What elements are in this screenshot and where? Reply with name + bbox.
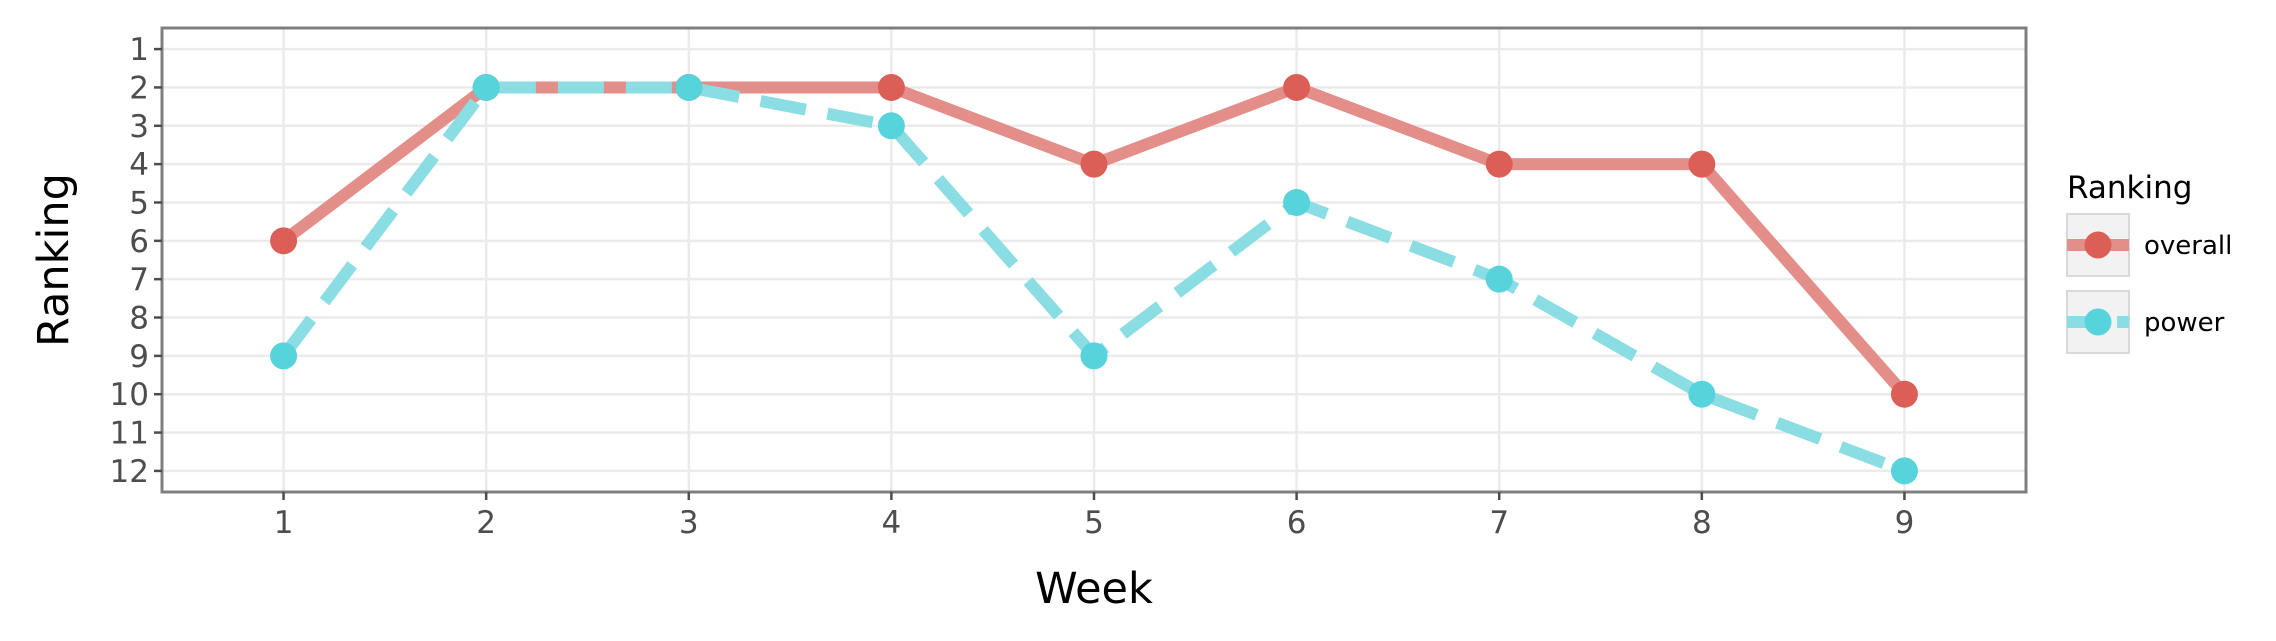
legend-items: overall power	[2066, 213, 2232, 354]
data-point-power	[1080, 342, 1108, 370]
legend-label: overall	[2144, 231, 2232, 261]
y-tick-label: 5	[129, 185, 149, 221]
data-point-power	[472, 73, 500, 101]
legend-key-point	[2084, 231, 2112, 259]
x-axis-title: Week	[1035, 564, 1153, 614]
y-tick-label: 3	[129, 109, 149, 145]
y-tick-label: 10	[110, 377, 149, 413]
data-point-overall	[877, 73, 905, 101]
y-tick-label: 6	[129, 224, 149, 260]
x-tick-label: 4	[882, 505, 902, 541]
x-tick-label: 7	[1489, 505, 1509, 541]
x-tick-label: 8	[1692, 505, 1712, 541]
y-tick-label: 8	[129, 301, 149, 337]
data-point-overall	[1283, 73, 1311, 101]
data-point-power	[270, 342, 298, 370]
data-point-overall	[1485, 150, 1513, 178]
series-points-power	[270, 73, 1918, 485]
x-tick-label: 5	[1084, 505, 1104, 541]
data-point-overall	[1688, 150, 1716, 178]
data-point-overall	[1080, 150, 1108, 178]
y-tick-label: 4	[129, 147, 149, 183]
x-tick-label: 1	[274, 505, 294, 541]
legend: Ranking overall power	[2066, 170, 2232, 354]
x-tick-label: 2	[476, 505, 496, 541]
x-tick-label: 9	[1895, 505, 1915, 541]
data-point-power	[1283, 188, 1311, 216]
y-tick-label: 1	[129, 32, 149, 68]
legend-key-point	[2084, 308, 2112, 336]
grid	[162, 28, 2026, 492]
data-point-overall	[270, 227, 298, 255]
y-tick-label: 2	[129, 70, 149, 106]
data-point-power	[1890, 457, 1918, 485]
data-point-power	[675, 73, 703, 101]
data-point-power	[1688, 380, 1716, 408]
data-point-overall	[1890, 380, 1918, 408]
x-tick-label: 3	[679, 505, 699, 541]
y-tick-label: 12	[110, 454, 149, 490]
y-tick-label: 11	[110, 416, 149, 452]
y-axis-title: Ranking	[29, 173, 79, 347]
data-point-power	[877, 112, 905, 140]
x-tick-label: 6	[1287, 505, 1307, 541]
legend-item-overall: overall	[2066, 213, 2232, 277]
legend-title: Ranking	[2067, 170, 2192, 206]
y-tick-label: 7	[129, 262, 149, 298]
data-point-power	[1485, 265, 1513, 293]
legend-item-power: power	[2066, 290, 2225, 354]
y-tick-label: 9	[129, 339, 149, 375]
legend-label: power	[2144, 308, 2225, 338]
series-layer	[270, 73, 1918, 485]
